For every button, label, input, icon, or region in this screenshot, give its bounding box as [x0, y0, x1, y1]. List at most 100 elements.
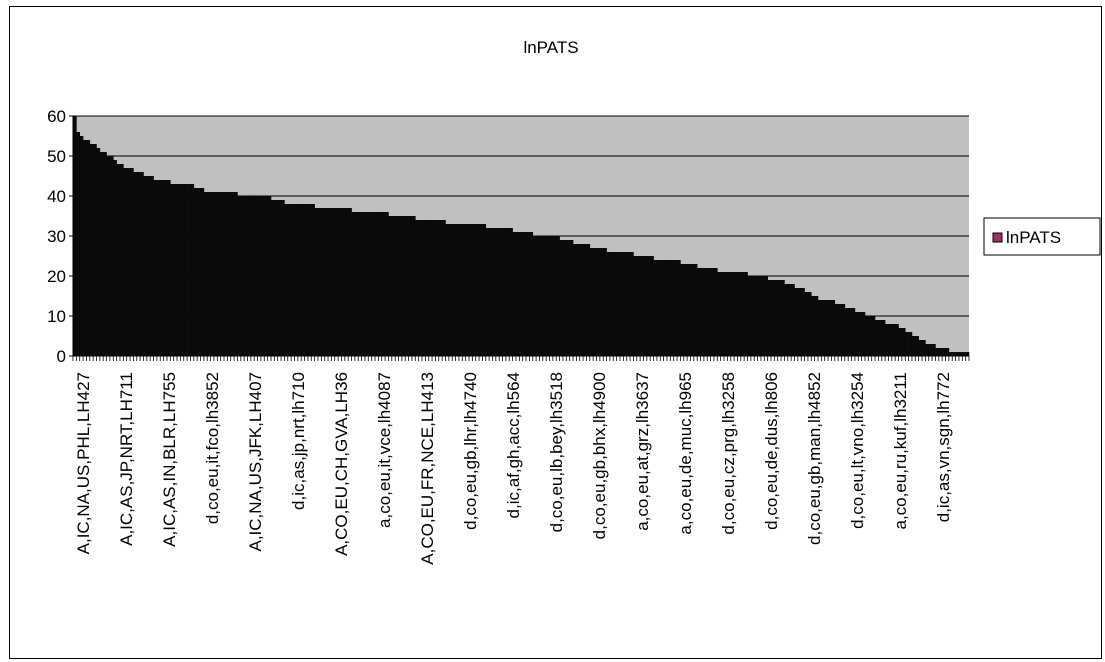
bar — [707, 268, 711, 356]
bar — [650, 256, 654, 356]
x-tick-label: d,co,eu,gb,man,lh4852 — [805, 372, 824, 545]
bar — [643, 256, 648, 356]
bar — [626, 252, 631, 356]
bar — [693, 264, 698, 356]
bar — [395, 216, 399, 356]
bar — [777, 280, 782, 356]
bar — [609, 252, 614, 356]
x-tick-label: A,IC,NA,US,JFK,LH407 — [246, 372, 265, 552]
bar — [891, 324, 896, 356]
bar — [613, 252, 617, 356]
bar — [227, 192, 232, 356]
bar — [922, 340, 926, 356]
bar — [364, 212, 369, 356]
bar — [93, 144, 97, 356]
bar — [737, 272, 742, 356]
bar — [911, 336, 916, 356]
bar — [472, 224, 476, 356]
bar — [411, 216, 416, 356]
bar — [452, 224, 456, 356]
bar — [603, 248, 607, 356]
bar — [529, 232, 534, 356]
bar — [381, 212, 386, 356]
bar — [428, 220, 433, 356]
bar — [569, 240, 574, 356]
bar — [861, 312, 866, 356]
bar — [730, 272, 735, 356]
bar — [348, 208, 352, 356]
bar — [405, 216, 409, 356]
bar — [224, 192, 228, 356]
bar — [432, 220, 436, 356]
y-tick-label: 30 — [47, 227, 66, 246]
bar — [713, 268, 718, 356]
bar — [760, 276, 765, 356]
bar — [677, 260, 681, 356]
bar — [844, 308, 849, 356]
x-tick-label: d,co,eu,gb,lhr,lh4740 — [461, 372, 480, 530]
bar — [965, 352, 970, 356]
bar — [287, 204, 292, 356]
bar — [747, 276, 752, 356]
bar — [673, 260, 678, 356]
bar — [250, 196, 255, 356]
chart-area: lnPATS 0 10 20 30 40 50 60 A,IC,NA,US,PHL,LH42… — [9, 6, 1102, 659]
bar — [177, 184, 181, 356]
bar — [928, 344, 933, 356]
bar — [663, 260, 668, 356]
chart-svg: lnPATS 0 10 20 30 40 50 60 A,IC,NA,US,PHL,LH42… — [47, 38, 1101, 565]
x-tick-label: A,IC,AS,JP,NRT,LH711 — [117, 372, 136, 546]
bar — [485, 228, 490, 356]
bar — [868, 316, 872, 356]
bar — [831, 300, 836, 356]
bar — [864, 316, 869, 356]
bar — [344, 208, 349, 356]
bar — [153, 180, 158, 356]
bar — [556, 236, 560, 356]
bar — [589, 248, 594, 356]
y-tick-label: 10 — [47, 307, 66, 326]
bar — [599, 248, 604, 356]
x-tick-marks — [72, 356, 970, 361]
bar — [113, 160, 117, 356]
bar — [781, 280, 785, 356]
bar — [166, 180, 171, 356]
y-tick-label: 20 — [47, 267, 66, 286]
y-tick-labels: 0 10 20 30 40 50 60 — [47, 107, 73, 366]
bar — [170, 184, 174, 356]
bar — [935, 348, 940, 356]
bar — [683, 264, 688, 356]
bar — [462, 224, 466, 356]
bar — [468, 224, 473, 356]
bar — [210, 192, 215, 356]
bar — [458, 224, 463, 356]
legend: lnPATS — [983, 217, 1101, 256]
bar — [841, 304, 846, 356]
bar — [479, 224, 483, 356]
bar — [955, 352, 960, 356]
bar — [317, 208, 322, 356]
bar — [187, 184, 191, 356]
bar — [119, 164, 124, 356]
bar — [422, 220, 426, 356]
bar — [401, 216, 406, 356]
bar — [217, 192, 221, 356]
bar — [203, 192, 208, 356]
bars — [73, 116, 970, 356]
bar — [264, 196, 268, 356]
bar — [324, 208, 329, 356]
bar — [200, 188, 205, 356]
bar — [596, 248, 601, 356]
bar — [213, 192, 218, 356]
bar — [385, 212, 389, 356]
bar — [616, 252, 621, 356]
legend-label: lnPATS — [1006, 228, 1061, 247]
bar — [445, 224, 450, 356]
bar — [908, 332, 913, 356]
x-tick-label: d,co,eu,it,fco,lh3852 — [203, 372, 222, 524]
bar — [771, 280, 775, 356]
bar — [623, 252, 628, 356]
x-tick-labels: A,IC,NA,US,PHL,LH427 A,IC,AS,JP,NRT,LH711… — [74, 372, 953, 565]
bar — [106, 156, 111, 356]
bar — [653, 260, 658, 356]
